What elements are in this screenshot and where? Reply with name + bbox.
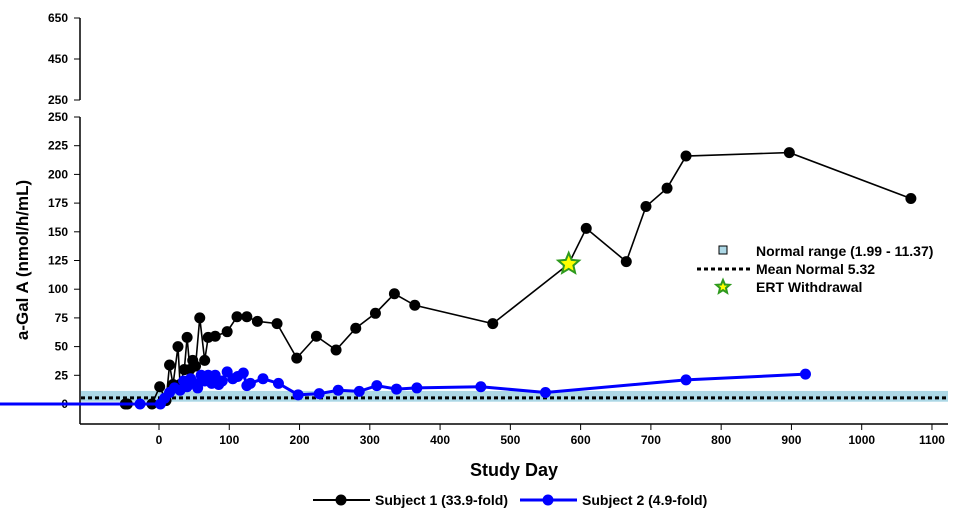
star-icon — [713, 277, 733, 295]
y-tick-label-lower: 100 — [48, 282, 68, 296]
ert-withdrawal-star — [555, 250, 582, 275]
data-point-subject-2 — [244, 377, 256, 389]
data-point-subject-2 — [799, 368, 811, 380]
data-point-subject-1 — [369, 307, 381, 319]
y-tick-label-lower: 75 — [55, 311, 69, 325]
data-point-subject-1 — [181, 331, 193, 343]
data-point-subject-1 — [154, 381, 166, 393]
data-point-subject-2 — [475, 381, 487, 393]
data-point-subject-2 — [313, 388, 325, 400]
data-point-subject-2 — [332, 384, 344, 396]
subject-1-legend-marker — [335, 494, 347, 506]
data-point-subject-1 — [194, 312, 206, 324]
subject-2-legend-label: Subject 2 (4.9-fold) — [582, 492, 707, 508]
data-point-subject-1 — [680, 150, 692, 162]
data-point-subject-1 — [783, 147, 795, 159]
y-tick-label-lower: 125 — [48, 254, 68, 268]
data-point-subject-1 — [388, 288, 400, 300]
data-point-subject-1 — [291, 352, 303, 364]
x-tick-label: 700 — [641, 433, 661, 447]
data-point-subject-1 — [905, 193, 917, 205]
data-point-subject-1 — [241, 311, 253, 323]
data-point-subject-1 — [487, 318, 499, 330]
data-point-subject-2 — [539, 387, 551, 399]
x-tick-label: 500 — [500, 433, 520, 447]
x-tick-label: 800 — [711, 433, 731, 447]
y-tick-label-upper: 450 — [48, 52, 68, 66]
data-point-subject-2 — [411, 382, 423, 394]
legend-right: Normal range (1.99 - 11.37) Mean Normal … — [697, 243, 933, 295]
y-tick-label-upper: 650 — [48, 11, 68, 25]
data-point-subject-1 — [409, 299, 421, 311]
data-point-subject-1 — [172, 341, 184, 353]
data-point-subject-1 — [231, 311, 243, 323]
data-point-subject-1 — [580, 222, 592, 234]
data-point-subject-2 — [371, 380, 383, 392]
data-point-subject-1 — [199, 354, 211, 366]
normal-range-legend-label: Normal range (1.99 - 11.37) — [756, 243, 933, 259]
data-point-subject-2 — [680, 374, 692, 386]
data-point-subject-1 — [620, 256, 632, 268]
x-tick-label: 100 — [219, 433, 239, 447]
y-tick-label-lower: 200 — [48, 167, 68, 181]
data-point-subject-2 — [391, 383, 403, 395]
data-point-subject-2 — [257, 373, 269, 385]
data-point-subject-2 — [192, 382, 204, 394]
x-tick-label: 1100 — [919, 433, 945, 447]
y-tick-label-lower: 225 — [48, 139, 68, 153]
data-point-subject-2 — [134, 398, 146, 410]
data-point-subject-2 — [272, 377, 284, 389]
data-point-subject-1 — [640, 201, 652, 213]
x-tick-label: 400 — [430, 433, 450, 447]
mean-normal-legend-label: Mean Normal 5.32 — [756, 261, 875, 277]
legend-bottom: Subject 1 (33.9-fold) Subject 2 (4.9-fol… — [313, 492, 707, 508]
data-point-subject-1 — [221, 326, 233, 338]
ert-withdrawal-legend-label: ERT Withdrawal — [756, 279, 862, 295]
y-axis-label: a-Gal A (nmol/h/mL) — [13, 180, 32, 340]
x-tick-label: 200 — [290, 433, 310, 447]
data-point-subject-1 — [209, 330, 221, 342]
x-axis-label: Study Day — [470, 460, 558, 480]
data-point-subject-1 — [330, 344, 342, 356]
data-point-subject-1 — [190, 360, 202, 372]
x-tick-label: 600 — [571, 433, 591, 447]
data-point-subject-1 — [310, 330, 322, 342]
y-tick-label-upper: 250 — [48, 93, 68, 107]
data-point-subject-2 — [216, 375, 228, 387]
data-point-subject-2 — [353, 385, 365, 397]
y-tick-label-lower: 250 — [48, 110, 68, 124]
data-point-subject-2 — [237, 367, 249, 379]
data-point-subject-2 — [292, 389, 304, 401]
data-point-subject-1 — [661, 182, 673, 194]
y-tick-label-lower: 175 — [48, 196, 68, 210]
x-tick-label: 0 — [156, 433, 163, 447]
x-tick-label: 1000 — [848, 433, 875, 447]
data-point-subject-1 — [271, 318, 283, 330]
subject-1-legend-label: Subject 1 (33.9-fold) — [375, 492, 508, 508]
data-point-subject-1 — [350, 322, 362, 334]
normal-range-band — [81, 390, 948, 402]
subject-2-legend-marker — [542, 494, 554, 506]
x-tick-label: 900 — [781, 433, 801, 447]
y-tick-label-lower: 25 — [55, 368, 69, 382]
normal-range-legend-swatch — [718, 245, 728, 255]
y-tick-label-lower: 150 — [48, 225, 68, 239]
data-point-subject-1 — [164, 359, 176, 371]
data-point-subject-1 — [251, 315, 263, 327]
x-tick-label: 300 — [360, 433, 380, 447]
y-tick-label-lower: 50 — [55, 340, 69, 354]
